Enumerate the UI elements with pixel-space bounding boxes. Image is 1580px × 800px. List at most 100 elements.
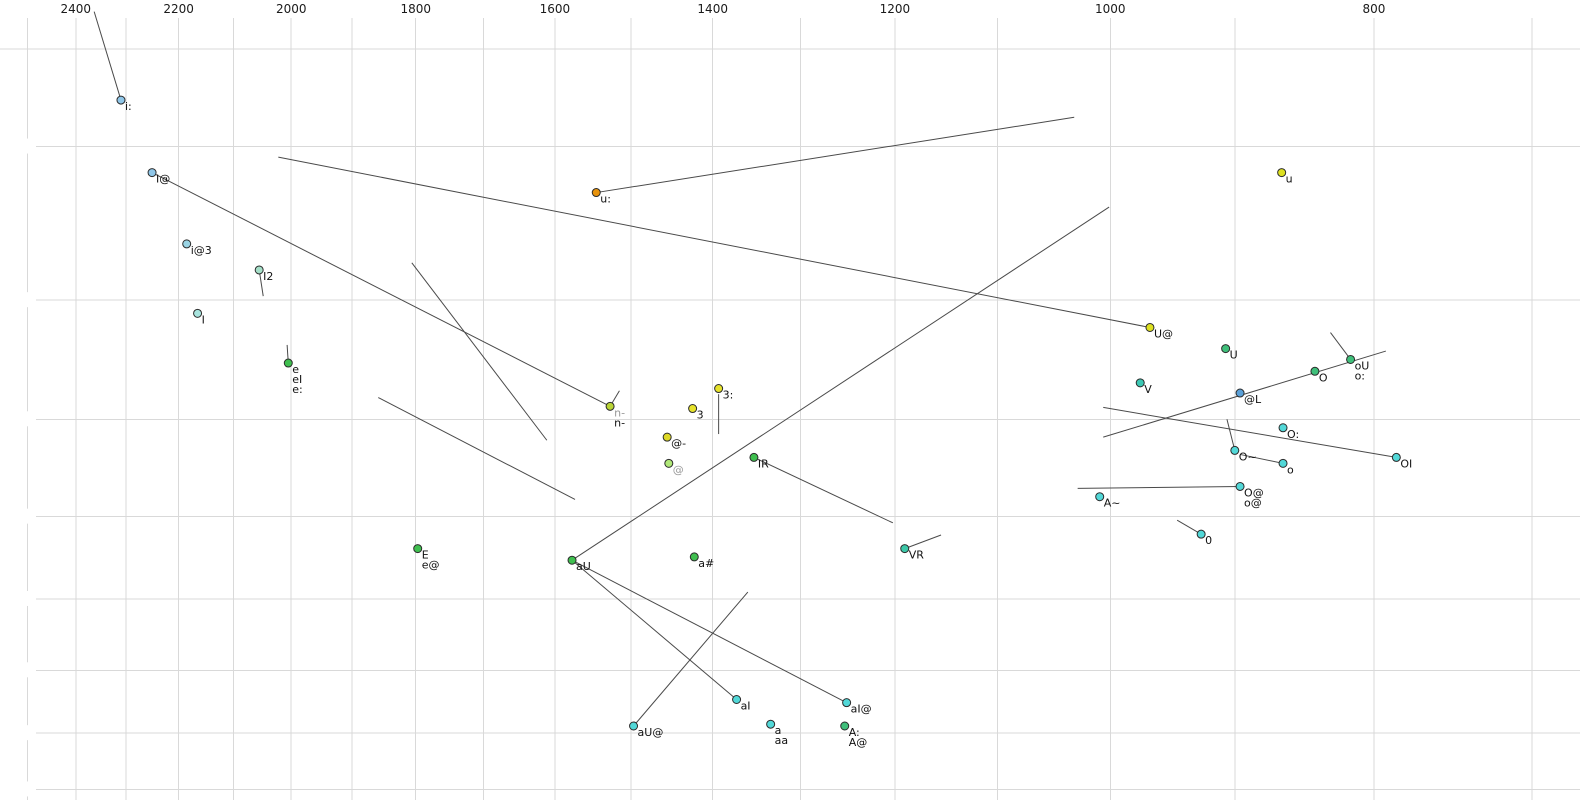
vowel-label-OI: OI: [1400, 457, 1412, 470]
y-tick-mask: [0, 725, 36, 741]
vowel-point-@L[interactable]: [1235, 388, 1245, 398]
vowel-point-IR[interactable]: [749, 452, 759, 462]
x-tick-label: 2000: [276, 2, 307, 16]
vowel-point-3[interactable]: [688, 404, 698, 414]
trajectory-line: [1103, 350, 1386, 438]
vowel-points: [116, 95, 1401, 731]
vowel-point-a[interactable]: [766, 719, 776, 729]
trajectory-line: [1239, 453, 1284, 464]
vowel-point-oU[interactable]: [1346, 354, 1356, 364]
vowel-point-0[interactable]: [1196, 529, 1206, 539]
trajectory-line: [378, 397, 576, 500]
trajectory-line: [633, 591, 749, 727]
vowel-label-a: a: [775, 724, 782, 737]
vowel-point-I@[interactable]: [147, 168, 157, 178]
vowel-point-O:[interactable]: [1278, 423, 1288, 433]
trajectory-lines: [93, 11, 1397, 727]
vowel-label-u: u: [1286, 173, 1293, 186]
vowel-label-aU: aU: [576, 560, 591, 573]
vowel-point-@-[interactable]: [662, 432, 672, 442]
vowel-label-@-: @-: [671, 437, 686, 450]
trajectory-line: [1330, 332, 1351, 360]
vowel-point-A~[interactable]: [1095, 492, 1105, 502]
x-tick-label: 1200: [880, 2, 911, 16]
x-tick-label: 800: [1363, 2, 1386, 16]
vowel-point-3:[interactable]: [714, 384, 724, 394]
vowel-label-I@: I@: [156, 173, 170, 186]
vowel-label-U: U: [1230, 349, 1238, 362]
vowel-point-OI[interactable]: [1391, 452, 1401, 462]
vowel-label-e: e: [292, 363, 299, 376]
vowel-point-n-[interactable]: [605, 401, 615, 411]
vowel-label-O~: O~: [1239, 450, 1257, 463]
y-tick-mask: [0, 138, 36, 154]
vowel-point-U[interactable]: [1221, 344, 1231, 354]
vowel-label-A:: A:: [849, 726, 860, 739]
vowel-label-a#: a#: [698, 557, 714, 570]
vowel-point-E[interactable]: [413, 544, 423, 554]
vowel-point-O[interactable]: [1310, 366, 1320, 376]
vowel-point-I[interactable]: [193, 308, 203, 318]
x-tick-label: 1600: [540, 2, 571, 16]
vowel-point-aI@[interactable]: [842, 698, 852, 708]
y-tick-mask: [0, 411, 36, 427]
vowel-label-O: O: [1319, 371, 1328, 384]
vowel-label-u:: u:: [600, 193, 611, 206]
vowel-point-A:[interactable]: [840, 721, 850, 731]
vowel-point-a#[interactable]: [689, 552, 699, 562]
vowel-point-e[interactable]: [283, 358, 293, 368]
trajectory-line: [571, 559, 847, 704]
vowel-label-e:: e:: [292, 383, 302, 396]
trajectory-line: [1103, 406, 1397, 458]
grid: [0, 18, 1580, 800]
vowel-point-u[interactable]: [1277, 168, 1287, 178]
vowel-label-@L: @L: [1244, 393, 1262, 406]
vowel-label-n-: n-: [614, 416, 625, 429]
vowel-label-@: @: [673, 463, 684, 476]
vowel-label-o:: o:: [1355, 369, 1365, 382]
x-tick-label: 1400: [697, 2, 728, 16]
trajectory-line: [571, 559, 737, 700]
trajectory-line: [151, 172, 611, 407]
vowel-label-i@3: i@3: [191, 244, 212, 257]
vowel-point-u:[interactable]: [591, 188, 601, 198]
trajectory-line: [904, 534, 942, 550]
vowel-label-o@: o@: [1244, 496, 1262, 509]
trajectory-line: [1176, 519, 1202, 535]
vowel-point-@[interactable]: [664, 458, 674, 468]
vowel-label-n-: n-: [614, 406, 625, 419]
vowel-point-aI[interactable]: [732, 694, 742, 704]
vowel-label-e@: e@: [422, 559, 440, 572]
trajectory-line: [93, 11, 122, 101]
vowel-label-E: E: [422, 549, 429, 562]
vowel-label-I2: I2: [263, 270, 273, 283]
vowel-point-U@[interactable]: [1145, 322, 1155, 332]
vowel-label-oU: oU: [1355, 359, 1370, 372]
vowel-point-I2[interactable]: [254, 265, 264, 275]
vowel-point-aU[interactable]: [567, 555, 577, 565]
vowel-label-IR: IR: [758, 457, 769, 470]
vowel-point-aU@[interactable]: [629, 721, 639, 731]
y-tick-mask: [0, 508, 36, 524]
vowel-point-VR[interactable]: [900, 544, 910, 554]
vowel-label-A@: A@: [849, 736, 868, 749]
vowel-point-i:[interactable]: [116, 95, 126, 105]
vowel-point-i@3[interactable]: [182, 239, 192, 249]
axis-ticks: [0, 138, 36, 797]
vowel-label-i:: i:: [125, 100, 132, 113]
vowel-point-o[interactable]: [1278, 458, 1288, 468]
trajectory-line: [411, 262, 548, 441]
vowel-label-aI: aI: [741, 699, 751, 712]
x-tick-label: 2200: [163, 2, 194, 16]
vowel-label-aU@: aU@: [638, 726, 664, 739]
y-tick-mask: [0, 781, 36, 797]
vowel-point-O~[interactable]: [1230, 445, 1240, 455]
vowel-point-V[interactable]: [1135, 378, 1145, 388]
x-tick-label: 1800: [400, 2, 431, 16]
vowel-point-O@[interactable]: [1235, 481, 1245, 491]
vowel-label-aI@: aI@: [851, 703, 872, 716]
y-tick-mask: [0, 590, 36, 606]
vowel-label-O:: O:: [1287, 428, 1299, 441]
